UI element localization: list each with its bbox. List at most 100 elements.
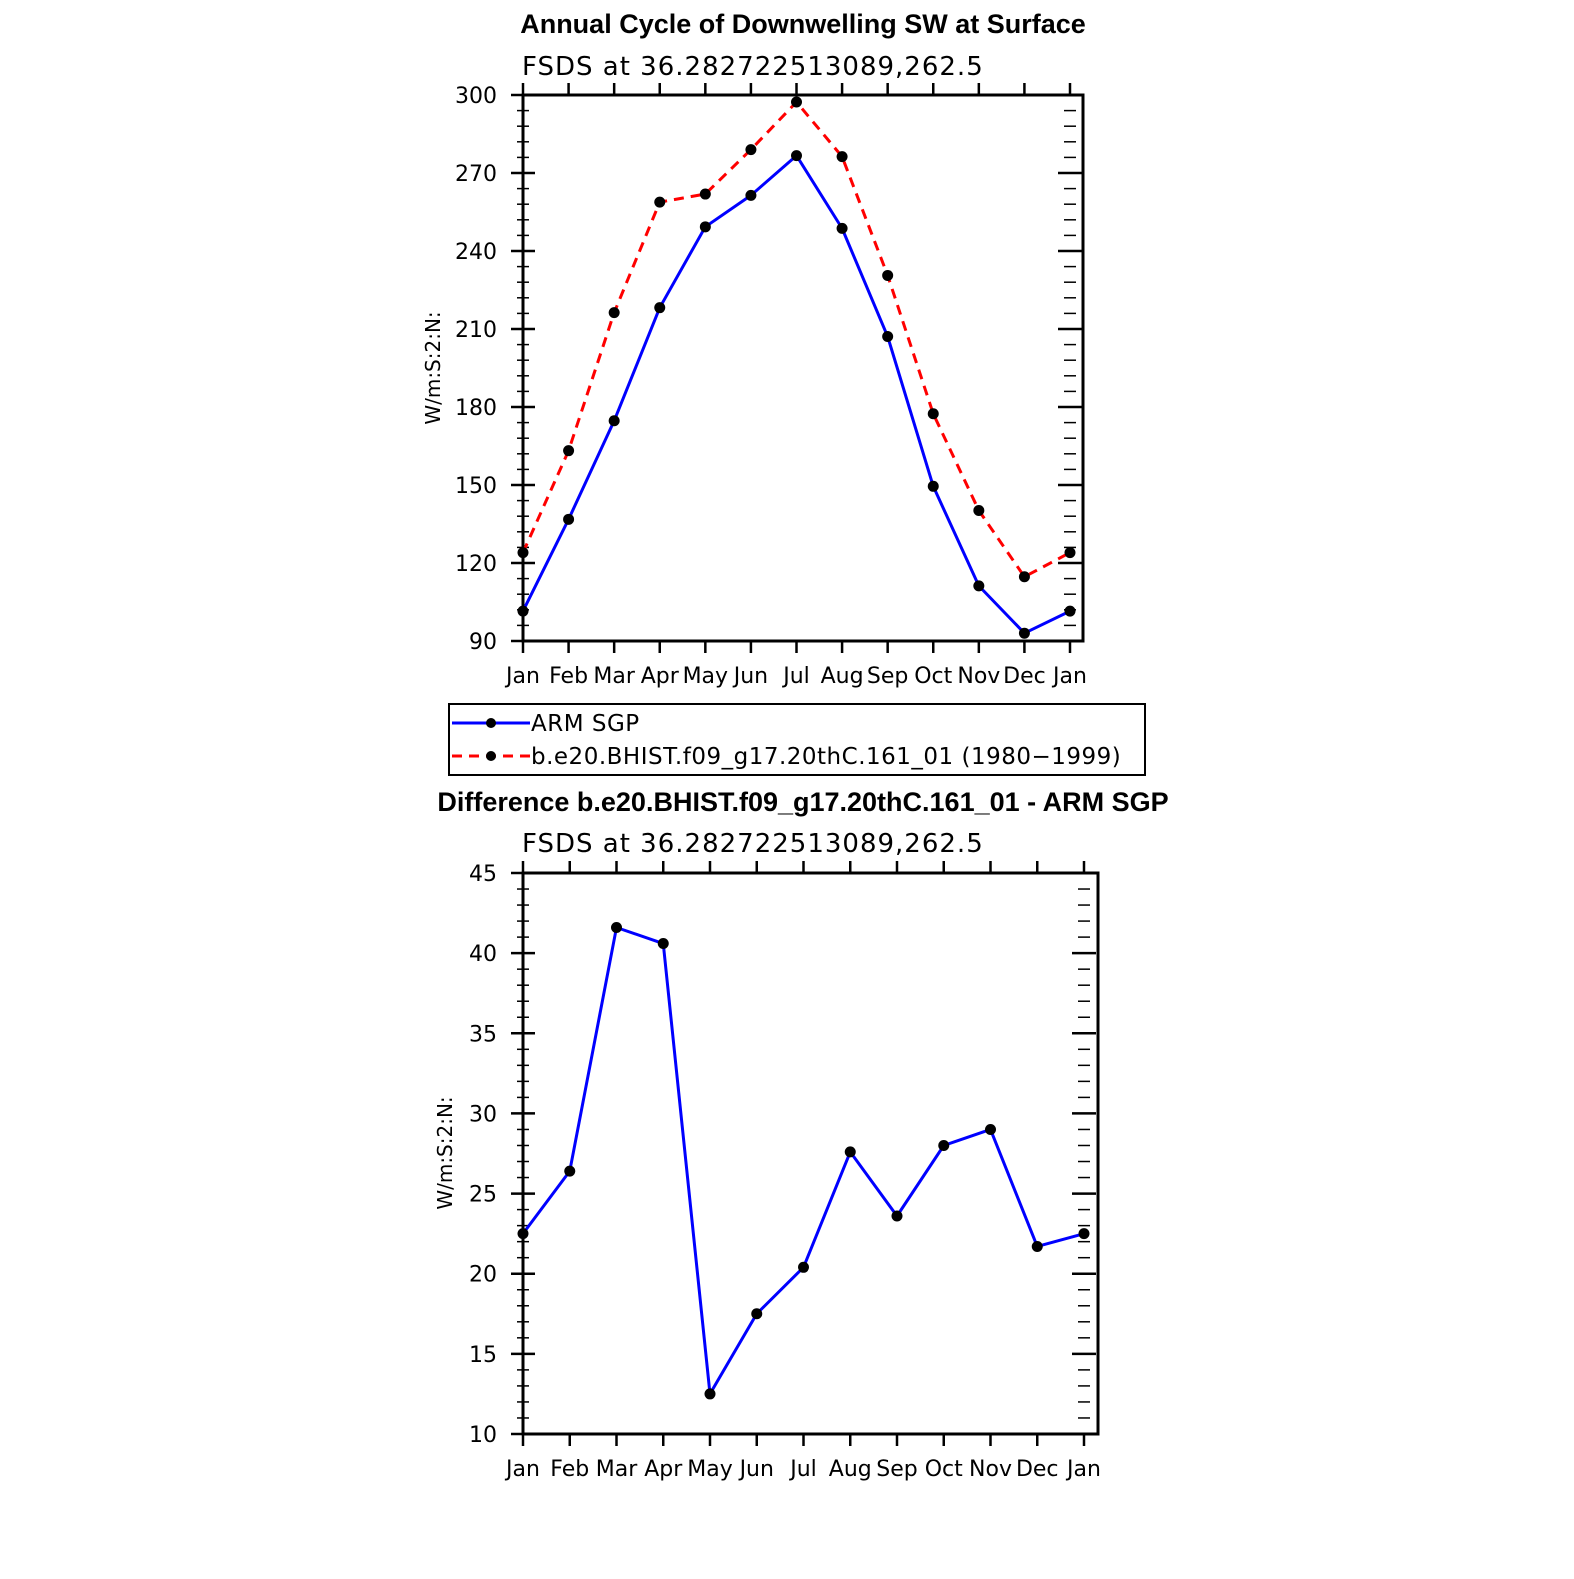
data-point-1 [657,938,669,950]
data-point-1 [985,1123,996,1135]
data-point-2 [1018,571,1030,583]
x-tick-label: Mar [593,664,635,689]
y-tick-label: 30 [469,1102,497,1127]
data-point-1 [836,222,848,234]
data-point-1 [699,221,711,233]
legend-marker-arm [486,718,496,728]
y-axis-label: W/m:S:2:N: [433,1096,457,1209]
x-tick-label: Jun [732,664,768,689]
data-point-1 [564,1165,576,1177]
data-point-1 [938,1139,950,1151]
data-point-1 [882,331,894,343]
data-point-2 [608,307,620,319]
x-tick-label: Dec [1016,1457,1059,1482]
data-point-1 [563,513,575,525]
x-tick-label: Jan [1065,1457,1101,1482]
x-tick-label: Oct [925,1457,963,1482]
y-tick-label: 90 [469,630,497,655]
difference-chart: Difference b.e20.BHIST.f09_g17.20thC.161… [433,787,1169,1482]
data-point-1 [517,605,529,617]
x-tick-label: Sep [867,664,908,689]
plot-frame [521,93,1085,643]
x-tick-label: Sep [876,1457,917,1482]
axes: Jan Feb Mar Apr May Jun Jul Aug Sep Oct Nov Dec Jan9… [455,83,1087,689]
series-line-1 [521,154,1071,635]
legend: ARM SGP b.e20.BHIST.f09_g17.20thC.161_01… [448,703,1146,776]
data-point-2 [517,547,529,559]
y-tick-label: 45 [469,862,497,887]
y-tick-label: 150 [455,474,497,499]
x-tick-label: Jan [504,1457,540,1482]
y-tick-label: 10 [469,1423,497,1448]
data-point-1 [517,1228,529,1240]
data-point-1 [608,415,620,427]
chart-title: Annual Cycle of Downwelling SW at Surfac… [520,9,1086,39]
x-tick-label: Apr [641,664,680,689]
y-tick-label: 25 [469,1183,497,1208]
data-point-1 [611,921,622,933]
axes: Jan Feb Mar Apr May Jun Jul Aug Sep Oct Nov Dec Jan1… [469,861,1101,1482]
series-line-1 [521,925,1085,1396]
data-point-1 [844,1146,856,1158]
plot-frame [521,871,1100,1436]
data-point-1 [1031,1240,1043,1252]
x-tick-label: Jun [738,1457,774,1482]
legend-marker-model [486,751,496,761]
y-tick-label: 240 [455,240,497,265]
data-point-1 [927,480,939,492]
y-tick-label: 40 [469,942,497,967]
y-axis-label: W/m:S:2:N: [421,311,445,424]
y-tick-label: 35 [469,1022,497,1047]
x-tick-label: Jan [1051,664,1087,689]
x-tick-label: May [683,664,728,689]
x-tick-label: Aug [829,1457,872,1482]
data-point-2 [1064,547,1076,559]
data-point-2 [791,96,802,108]
data-point-2 [654,196,666,208]
data-point-1 [654,302,666,314]
x-tick-label: Nov [957,664,1000,689]
data-point-1 [791,150,802,162]
data-point-2 [882,269,894,281]
data-point-2 [836,151,848,163]
x-tick-label: Jul [781,664,810,689]
x-tick-label: Dec [1003,664,1046,689]
series-layer [517,921,1090,1400]
y-tick-label: 210 [455,318,497,343]
series-layer [517,96,1076,639]
x-tick-label: Mar [596,1457,638,1482]
y-tick-label: 15 [469,1343,497,1368]
chart-subtitle: FSDS at 36.282722513089,262.5 [522,52,984,82]
x-tick-label: Feb [549,664,588,689]
chart-subtitle: FSDS at 36.282722513089,262.5 [522,829,984,859]
x-tick-label: Apr [644,1457,683,1482]
x-tick-label: Aug [821,664,864,689]
data-point-1 [798,1261,809,1273]
data-point-1 [973,580,985,592]
y-tick-label: 180 [455,396,497,421]
y-tick-label: 300 [455,84,497,109]
y-tick-label: 120 [455,552,497,577]
x-tick-label: Feb [550,1457,589,1482]
data-point-2 [927,408,939,420]
x-tick-label: Jan [504,664,540,689]
data-point-1 [704,1388,716,1400]
data-point-2 [973,504,985,516]
data-point-2 [563,445,575,457]
data-point-1 [745,189,757,201]
legend-label-arm: ARM SGP [531,711,640,737]
y-tick-label: 270 [455,162,497,187]
data-point-2 [745,144,757,156]
data-point-1 [1064,605,1076,617]
x-tick-label: Jul [788,1457,817,1482]
x-tick-label: May [687,1457,732,1482]
data-point-1 [1018,627,1030,639]
chart-title: Difference b.e20.BHIST.f09_g17.20thC.161… [437,787,1168,817]
y-tick-label: 20 [469,1263,497,1288]
series-line-2 [521,100,1071,579]
legend-label-model: b.e20.BHIST.f09_g17.20thC.161_01 (1980−1… [531,744,1121,770]
x-tick-label: Nov [969,1457,1012,1482]
data-point-1 [891,1210,903,1222]
data-point-2 [699,188,711,200]
